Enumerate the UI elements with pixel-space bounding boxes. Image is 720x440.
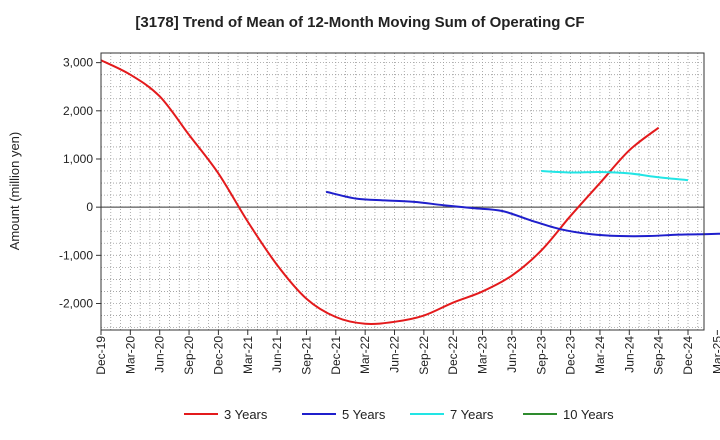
x-tick-label: Dec-22 [446,336,460,375]
x-tick-label: Mar-22 [358,336,372,374]
x-tick-label: Jun-23 [505,336,519,373]
legend-label: 7 Years [450,407,494,422]
x-tick-label: Jun-22 [388,336,402,373]
x-tick-label: Mar-21 [241,336,255,374]
y-tick-label: -2,000 [59,297,93,311]
y-ticks: 3,000 2,000 1,000 0 -1,000 -2,000 [59,56,101,311]
series-layer [100,59,720,325]
x-tick-label: Sep-23 [534,336,548,375]
x-tick-label: Dec-24 [681,336,695,375]
series-line-3-years [100,59,660,325]
legend-label: 10 Years [563,407,614,422]
plot-frame [100,52,705,331]
x-tick-label: Sep-20 [182,336,196,375]
x-tick-label: Mar-25 [710,336,720,374]
x-tick-label: Mar-23 [476,336,490,374]
x-tick-label: Sep-22 [417,336,431,375]
x-tick-label: Dec-20 [211,336,225,375]
x-tick-label: Sep-21 [299,336,313,375]
y-axis-label: Amount (million yen) [7,132,22,251]
x-ticks: Dec-19 Mar-20 Jun-20 Sep-20 Dec-20 Mar-21 Jun-… [94,330,720,375]
chart-title: [3178] Trend of Mean of 12-Month Moving … [135,14,584,31]
x-tick-label: Jun-24 [622,336,636,373]
legend-label: 5 Years [342,407,386,422]
y-tick-label: 1,000 [63,152,93,166]
x-tick-label: Mar-24 [593,336,607,374]
legend-label: 3 Years [224,407,268,422]
x-tick-label: Dec-23 [564,336,578,375]
y-tick-label: 3,000 [63,56,93,70]
x-tick-label: Jun-21 [270,336,284,373]
series-line-7-years [541,170,689,182]
x-tick-label: Jun-20 [153,336,167,373]
y-tick-label: -1,000 [59,248,93,262]
grid [100,53,704,330]
x-tick-label: Mar-20 [123,336,137,374]
legend: 3 Years 5 Years 7 Years 10 Years [184,407,614,422]
x-tick-label: Sep-24 [652,336,666,375]
x-tick-label: Dec-21 [329,336,343,375]
series-line-5-years [325,190,720,238]
x-tick-label: Dec-19 [94,336,108,375]
y-tick-label: 2,000 [63,104,93,118]
y-tick-label: 0 [86,200,93,214]
